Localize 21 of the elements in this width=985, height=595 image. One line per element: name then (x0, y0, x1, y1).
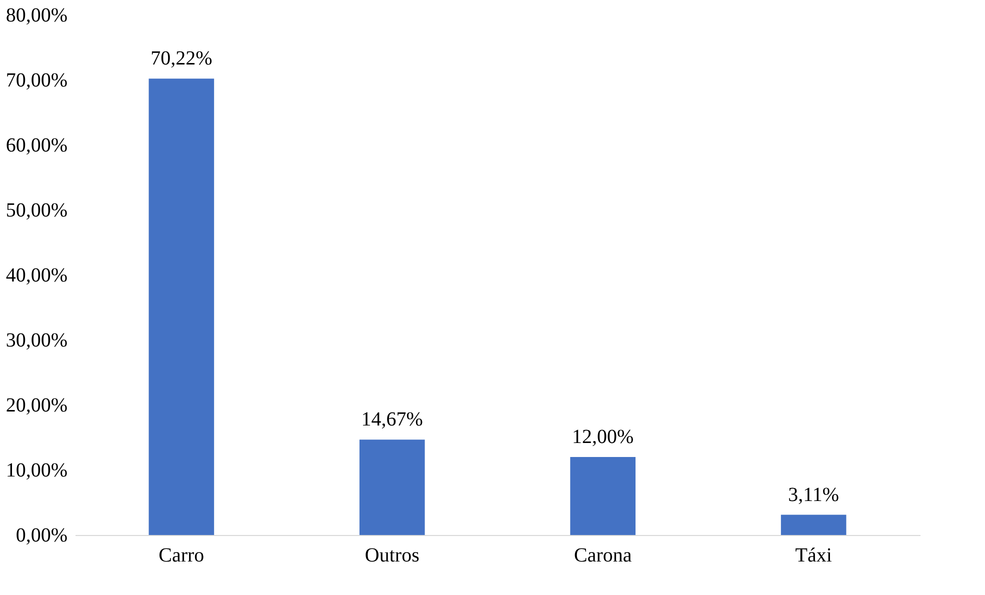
y-tick-label: 30,00% (6, 330, 68, 352)
bar (780, 514, 846, 535)
data-label: 3,11% (788, 484, 840, 506)
y-tick-label: 70,00% (6, 70, 68, 92)
y-tick-label: 10,00% (6, 460, 68, 482)
data-label: 12,00% (572, 426, 634, 448)
y-tick-label: 50,00% (6, 200, 68, 222)
y-tick-label: 80,00% (6, 4, 68, 26)
bar (570, 457, 636, 535)
data-label: 14,67% (361, 408, 423, 431)
y-tick-label: 20,00% (6, 394, 68, 416)
x-tick-label: Carona (574, 544, 632, 566)
y-tick-label: 40,00% (6, 264, 68, 286)
data-label: 70,22% (150, 48, 212, 70)
x-tick-label: Táxi (795, 544, 832, 566)
y-tick-label: 60,00% (6, 134, 68, 156)
bar (148, 78, 214, 535)
x-tick-label: Carro (158, 544, 204, 566)
y-tick-label: 0,00% (16, 524, 68, 546)
bar (359, 440, 425, 535)
x-tick-label: Outros (364, 544, 420, 566)
